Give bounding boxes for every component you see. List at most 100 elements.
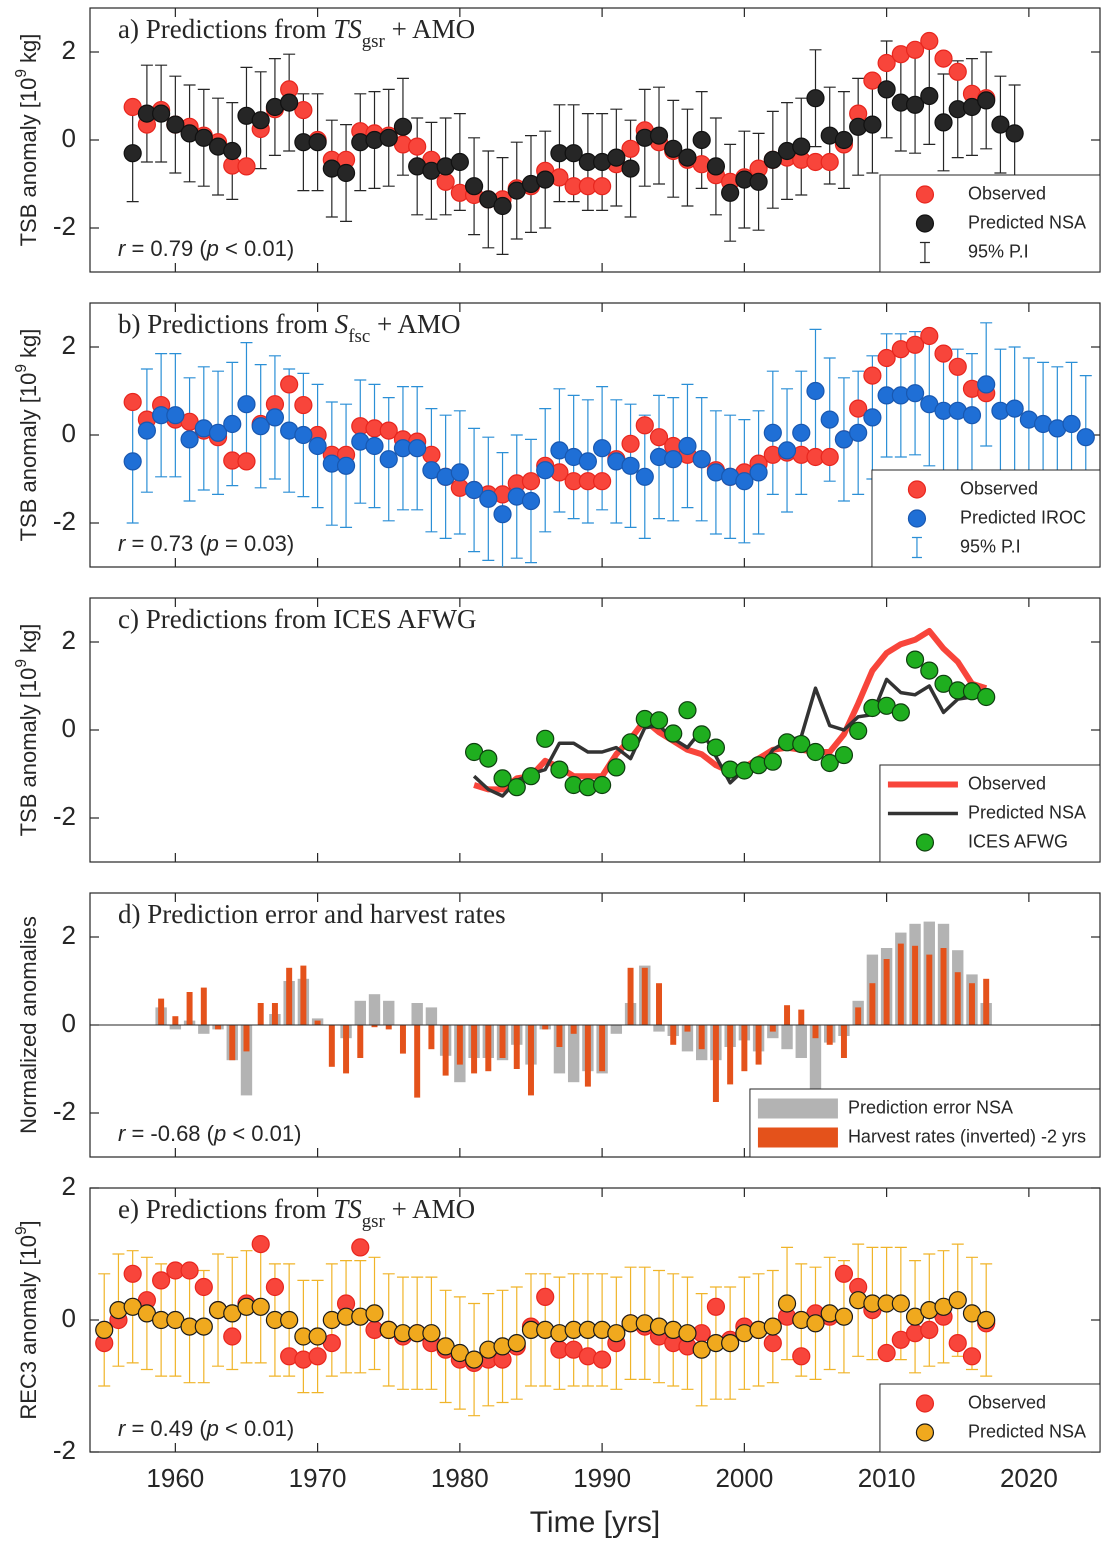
marker	[849, 399, 868, 418]
marker	[251, 1234, 270, 1254]
marker	[763, 150, 782, 169]
marker	[905, 335, 925, 354]
text-part: kg]	[16, 34, 41, 69]
marker	[152, 1271, 171, 1290]
legend-swatch	[919, 241, 930, 264]
bar	[240, 1025, 253, 1096]
marker	[507, 778, 526, 797]
marker	[550, 760, 569, 779]
bar	[200, 987, 207, 1025]
marker	[664, 139, 683, 158]
data-layer	[123, 31, 1024, 255]
legend-swatch	[907, 480, 927, 499]
marker	[493, 196, 512, 216]
y-axis-label: TSB anomaly [109 kg]	[13, 34, 41, 247]
y-tick-label: -2	[53, 1096, 76, 1126]
text-part: + AMO	[385, 14, 475, 44]
marker	[379, 450, 398, 469]
marker	[280, 1310, 299, 1330]
marker	[649, 711, 669, 730]
marker	[536, 1287, 555, 1307]
marker	[251, 417, 270, 436]
marker	[593, 472, 612, 491]
text-part: S	[335, 309, 349, 339]
marker	[521, 472, 541, 491]
marker	[593, 1350, 612, 1369]
marker	[607, 1324, 626, 1343]
marker	[536, 170, 555, 189]
legend-box	[879, 1383, 1101, 1453]
marker	[450, 463, 469, 482]
marker	[863, 115, 882, 134]
x-tick-label: 1980	[431, 1463, 489, 1493]
marker	[1062, 414, 1081, 434]
marker	[706, 157, 726, 176]
marker	[95, 1320, 114, 1340]
text-part: 9	[13, 69, 30, 78]
legend-label: ICES AFWG	[968, 831, 1068, 851]
bar	[781, 1025, 793, 1050]
bar	[826, 1025, 833, 1045]
marker	[934, 49, 953, 68]
marker	[593, 775, 612, 795]
text-part: gsr	[362, 1211, 386, 1232]
bar	[712, 1025, 719, 1102]
text-part: = 0.79 (	[125, 236, 207, 261]
legend-swatch	[915, 185, 935, 204]
marker	[905, 650, 925, 669]
x-tick-label: 1970	[289, 1463, 347, 1493]
legend-label: Observed	[968, 1392, 1046, 1412]
marker	[251, 111, 270, 130]
marker	[706, 738, 726, 757]
bar	[354, 1000, 366, 1025]
marker	[920, 86, 939, 106]
x-tick-label: 1990	[573, 1463, 631, 1493]
marker	[223, 414, 242, 434]
marker	[877, 80, 896, 99]
marker	[792, 137, 811, 156]
marker	[308, 1347, 327, 1366]
bar	[698, 1025, 705, 1050]
marker	[735, 472, 754, 491]
marker	[877, 348, 896, 368]
marker	[849, 423, 868, 442]
marker	[294, 100, 313, 120]
text-part: p	[206, 1416, 219, 1441]
marker	[806, 1314, 825, 1333]
marker	[123, 144, 142, 163]
bar	[542, 1025, 549, 1030]
marker	[877, 1343, 896, 1363]
marker	[479, 749, 498, 768]
text-part: TSB anomaly [10	[16, 668, 41, 837]
text-part: b) Predictions from	[118, 309, 335, 339]
marker	[1005, 399, 1024, 418]
marker	[280, 93, 299, 112]
marker	[806, 742, 825, 762]
bar	[869, 983, 876, 1025]
marker	[408, 439, 427, 458]
legend-label: 95% P.I	[968, 241, 1029, 261]
bar	[840, 1025, 847, 1058]
text-part: TS	[333, 1194, 362, 1224]
marker	[905, 384, 925, 403]
marker	[464, 1350, 484, 1369]
marker	[194, 128, 213, 147]
text-part: = -0.68 (	[125, 1121, 214, 1146]
legend-label: Observed	[960, 478, 1038, 498]
marker	[792, 1347, 811, 1366]
bar	[385, 1025, 392, 1030]
y-tick-label: 2	[62, 625, 76, 655]
marker	[934, 113, 953, 132]
marker	[294, 395, 313, 415]
bar	[243, 1025, 250, 1052]
bar	[812, 1025, 819, 1039]
y-tick-label: 0	[62, 123, 76, 153]
text-part: p	[213, 1121, 226, 1146]
y-axis-label: Normalized anomalies	[16, 916, 41, 1134]
marker	[962, 406, 982, 425]
legend-swatch	[911, 536, 922, 559]
marker	[920, 1320, 939, 1340]
marker	[493, 769, 512, 788]
bar	[399, 1025, 406, 1054]
bar	[411, 1003, 423, 1025]
